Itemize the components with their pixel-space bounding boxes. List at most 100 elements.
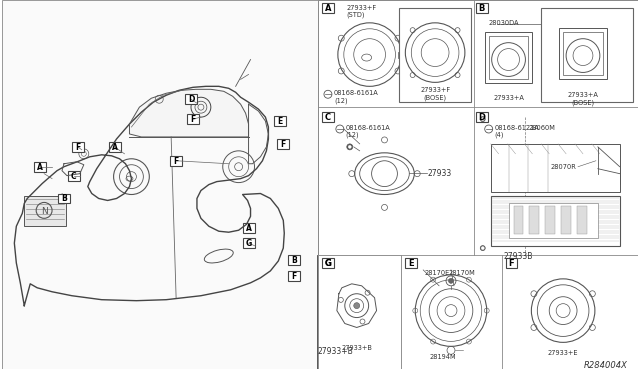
Bar (243, 238, 255, 248)
Text: N: N (41, 207, 47, 216)
Text: G: G (245, 239, 252, 248)
Circle shape (555, 17, 561, 23)
Text: 27933+A: 27933+A (568, 92, 598, 98)
Bar (68, 171, 80, 181)
Text: F: F (190, 115, 196, 124)
Bar (322, 3, 334, 13)
Text: F: F (281, 140, 286, 149)
Bar (476, 112, 488, 122)
Text: 27933+A: 27933+A (493, 95, 524, 101)
Bar (109, 142, 120, 152)
Bar (577, 206, 587, 234)
Circle shape (557, 18, 559, 21)
Bar (288, 255, 300, 265)
Bar (24, 196, 66, 226)
Text: F: F (509, 259, 515, 268)
Bar (559, 28, 607, 79)
Text: E: E (408, 259, 414, 268)
Text: D: D (188, 95, 194, 104)
Text: 27933B: 27933B (504, 252, 533, 261)
Text: (BOSE): (BOSE) (572, 99, 595, 106)
Bar (185, 94, 197, 104)
Bar (398, 52, 404, 58)
Bar (288, 271, 300, 281)
Circle shape (347, 144, 353, 150)
Bar (513, 206, 524, 234)
Text: A: A (37, 163, 43, 172)
Text: A: A (246, 224, 252, 233)
Text: (4): (4) (495, 132, 504, 138)
Bar (58, 193, 70, 203)
Text: G: G (324, 259, 332, 268)
Text: 27933+F: 27933+F (420, 87, 450, 93)
Bar (243, 223, 255, 233)
Circle shape (354, 303, 360, 309)
Circle shape (480, 116, 485, 122)
Bar (317, 255, 401, 369)
Bar (72, 142, 84, 152)
Text: D: D (478, 113, 485, 122)
Bar (3, 0, 318, 369)
Bar (322, 112, 334, 122)
Bar (545, 206, 555, 234)
Text: B: B (61, 195, 67, 203)
Text: B: B (479, 4, 485, 13)
Bar (561, 206, 571, 234)
Bar (275, 116, 286, 126)
Bar (405, 258, 417, 268)
Bar (318, 255, 401, 369)
Text: 28170E: 28170E (424, 270, 449, 276)
Bar (489, 36, 529, 79)
Circle shape (481, 247, 484, 250)
Text: (BOSE): (BOSE) (424, 94, 447, 101)
Circle shape (481, 118, 484, 121)
Bar (399, 8, 471, 102)
Circle shape (480, 246, 485, 251)
Text: 28170M: 28170M (449, 270, 476, 276)
Text: F: F (173, 157, 179, 166)
Text: 28060M: 28060M (529, 125, 556, 131)
Bar (541, 8, 632, 102)
Text: R284004X: R284004X (584, 361, 628, 370)
Text: 27933+B: 27933+B (341, 345, 372, 351)
Text: (STD): (STD) (347, 12, 365, 18)
Bar (322, 258, 334, 268)
Circle shape (348, 145, 351, 148)
Text: 28194M: 28194M (429, 354, 456, 360)
Text: 08168-6161A: 08168-6161A (346, 125, 390, 131)
Text: (12): (12) (334, 97, 348, 104)
Bar (476, 3, 488, 13)
Text: 27933+B: 27933+B (317, 347, 353, 356)
Text: E: E (278, 117, 283, 126)
Text: A: A (111, 143, 118, 152)
Text: F: F (292, 272, 297, 281)
Text: 28030DA: 28030DA (489, 20, 519, 26)
Text: 28070R: 28070R (550, 164, 576, 170)
Bar (318, 0, 637, 369)
Bar (322, 258, 334, 268)
Text: F: F (76, 143, 81, 152)
Bar (187, 114, 199, 124)
Bar (509, 203, 598, 238)
Text: 27933+E: 27933+E (548, 350, 579, 356)
Bar (563, 32, 603, 76)
Text: C: C (325, 113, 331, 122)
Text: 27933+F: 27933+F (347, 5, 377, 11)
Bar (484, 32, 532, 83)
Bar (529, 206, 540, 234)
Bar (506, 258, 518, 268)
Bar (34, 162, 46, 172)
Text: 27933: 27933 (427, 169, 451, 178)
Bar (491, 144, 620, 192)
Bar (277, 139, 289, 149)
Text: 08168-6121A: 08168-6121A (495, 125, 540, 131)
Text: (12): (12) (346, 132, 360, 138)
Text: C: C (71, 171, 77, 181)
Text: G: G (324, 259, 332, 268)
Bar (491, 196, 620, 246)
Text: 08168-6161A: 08168-6161A (334, 90, 379, 96)
Bar (318, 0, 637, 369)
Bar (170, 156, 182, 166)
Circle shape (449, 278, 454, 283)
Text: A: A (324, 4, 331, 13)
